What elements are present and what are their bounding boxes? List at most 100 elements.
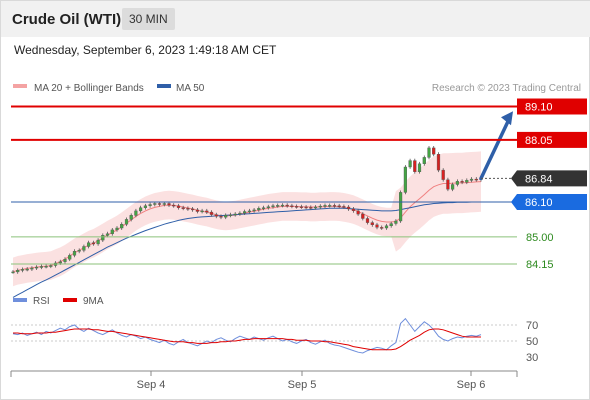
timeframe-badge[interactable]: 30 MIN (122, 8, 175, 30)
candle (408, 160, 412, 168)
ma50-line (12, 201, 481, 298)
candle (257, 208, 261, 211)
ma50-legend-label: MA 50 (176, 83, 205, 94)
candle (228, 214, 233, 216)
candle (290, 205, 294, 208)
candle (49, 265, 53, 267)
candle (295, 206, 299, 208)
candle (58, 261, 62, 264)
candle (313, 206, 318, 209)
support-label: 85.00 (526, 232, 554, 244)
resistance-tag (517, 98, 587, 115)
candle (25, 268, 29, 271)
candle (157, 203, 162, 205)
candle (465, 180, 469, 183)
candle (342, 206, 346, 208)
candle (30, 267, 34, 270)
candle (82, 246, 86, 251)
candle (153, 203, 157, 205)
rsi-tick-label: 30 (526, 352, 538, 364)
candle (172, 204, 176, 207)
candle (422, 157, 426, 164)
current-price-label: 86.84 (525, 173, 553, 185)
x-axis: Sep 4 Sep 5 Sep 6 (137, 371, 486, 391)
candle (129, 215, 133, 220)
candle (124, 219, 129, 225)
candle (209, 211, 214, 215)
resistance-label: 88.05 (525, 135, 553, 147)
candle (186, 208, 190, 210)
candle (110, 229, 114, 234)
candle (167, 203, 171, 206)
rsi-panel: 70 50 30 (11, 317, 538, 364)
candle (195, 209, 199, 212)
candle (469, 178, 474, 181)
candle (474, 178, 478, 181)
candle (35, 266, 39, 269)
current-price-tag (511, 170, 587, 187)
candle (205, 210, 209, 213)
candle (276, 205, 280, 207)
candle (162, 203, 166, 205)
forecast-arrow-shaft (479, 117, 511, 181)
candle (417, 163, 422, 173)
candle (427, 147, 431, 158)
candle (247, 210, 251, 213)
candle (460, 181, 464, 183)
x-axis-tick-label: Sep 6 (457, 379, 486, 391)
price-levels: 89.10 88.05 86.84 86.10 85.00 84.15 (11, 98, 587, 271)
candle (134, 210, 138, 216)
instrument-title: Crude Oil (WTI) (12, 11, 122, 28)
ma20-legend-label: MA 20 + Bollinger Bands (34, 83, 144, 94)
candle (455, 181, 459, 185)
candle (138, 207, 143, 212)
candle (403, 166, 407, 193)
candle (115, 227, 119, 231)
candle (451, 184, 455, 190)
rsi-ma9-line (13, 328, 481, 351)
candle (285, 204, 289, 207)
rsi-legend-label: RSI (33, 296, 50, 307)
candle (380, 227, 384, 229)
ma50-level-label: 86.10 (525, 197, 553, 209)
candle (224, 215, 228, 218)
candle (332, 205, 337, 207)
candle (432, 147, 436, 155)
ma9-legend-swatch (63, 298, 77, 302)
support-label: 84.15 (526, 259, 554, 271)
candle (44, 266, 48, 268)
candle (394, 220, 398, 224)
candle (200, 210, 204, 213)
candle (143, 205, 147, 208)
candle (63, 259, 67, 262)
x-axis-tick-label: Sep 5 (288, 379, 317, 391)
ma20-legend-swatch (13, 84, 27, 88)
candle (328, 205, 332, 207)
candle (384, 225, 389, 229)
candle (77, 250, 81, 252)
candle (96, 239, 100, 245)
header-bar: Crude Oil (WTI) 30 MIN (1, 1, 590, 37)
candle (413, 160, 417, 172)
candle (176, 205, 181, 208)
credit-label: Research © 2023 Trading Central (432, 83, 581, 94)
candle (242, 211, 247, 214)
bollinger-band (13, 151, 481, 287)
ma50-legend-swatch (157, 84, 171, 88)
candle (105, 233, 110, 236)
candle (347, 206, 351, 210)
candle (233, 213, 237, 216)
candle (181, 207, 185, 209)
candle (219, 216, 223, 218)
candle (266, 206, 270, 208)
candle (356, 210, 360, 215)
candle (309, 207, 313, 209)
rsi-line (12, 317, 482, 354)
candle (318, 205, 322, 208)
rsi-tick-label: 70 (526, 320, 538, 332)
ma20-line (12, 181, 482, 273)
x-axis-tick-label: Sep 4 (137, 379, 166, 391)
resistance-label: 89.10 (525, 102, 553, 114)
